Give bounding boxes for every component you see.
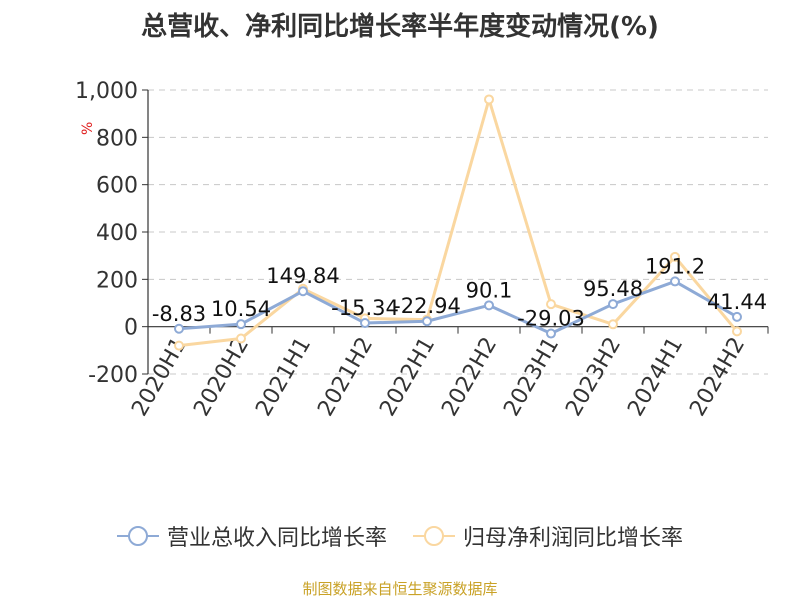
- legend-marker-net-profit: [413, 526, 455, 546]
- x-tick-label: 2021H2: [313, 333, 378, 420]
- x-tick-label: 2023H2: [561, 333, 626, 420]
- point-net-profit[interactable]: [236, 333, 246, 344]
- x-tick-label: 2024H2: [685, 333, 750, 420]
- point-revenue[interactable]: [422, 316, 432, 327]
- x-tick-label: 2022H2: [437, 333, 502, 420]
- legend: 营业总收入同比增长率 归母净利润同比增长率: [0, 520, 800, 552]
- data-label-revenue: 10.54: [211, 297, 271, 321]
- x-tick-label: 2022H1: [375, 333, 440, 420]
- point-net-profit[interactable]: [174, 340, 184, 351]
- source-note: 制图数据来自恒生聚源数据库: [302, 580, 498, 598]
- point-net-profit[interactable]: [484, 94, 494, 105]
- x-tick-label: 2020H2: [189, 333, 254, 420]
- point-revenue[interactable]: [484, 300, 494, 311]
- point-revenue[interactable]: [236, 319, 246, 330]
- y-tick-label: 1,000: [75, 79, 138, 104]
- point-revenue[interactable]: [298, 286, 308, 297]
- y-tick-label: 600: [96, 174, 138, 199]
- data-label-revenue: 95.48: [583, 277, 643, 301]
- legend-label-net-profit: 归母净利润同比增长率: [463, 526, 684, 551]
- point-revenue[interactable]: [546, 328, 556, 339]
- legend-item-net-profit[interactable]: 归母净利润同比增长率: [413, 520, 683, 552]
- data-label-revenue: 41.44: [707, 290, 767, 314]
- point-net-profit[interactable]: [608, 319, 618, 330]
- gridlines: [148, 89, 768, 375]
- point-revenue[interactable]: [174, 323, 184, 334]
- point-revenue[interactable]: [608, 299, 618, 310]
- data-label-revenue: 149.84: [266, 264, 339, 288]
- point-revenue[interactable]: [732, 311, 742, 322]
- data-label-revenue: -15.34: [331, 296, 399, 320]
- data-label-revenue: -29.03: [517, 307, 585, 331]
- x-tick-label: 2024H1: [623, 333, 688, 420]
- data-label-revenue: 90.1: [466, 278, 513, 302]
- legend-item-revenue[interactable]: 营业总收入同比增长率: [116, 520, 387, 552]
- data-label-revenue: -22.94: [393, 294, 461, 318]
- legend-marker-revenue: [116, 526, 159, 546]
- series-line-revenue: [178, 279, 738, 336]
- data-label-revenue: 191.2: [645, 254, 705, 278]
- y-tick-label: 0: [124, 316, 138, 341]
- point-revenue[interactable]: [670, 276, 680, 287]
- y-tick-label: 200: [96, 268, 138, 293]
- point-net-profit[interactable]: [546, 299, 556, 310]
- axes: -20002004006008001,000%2020H12020H22021H…: [75, 79, 769, 421]
- series-line-net-profit: [178, 97, 739, 348]
- point-revenue[interactable]: [360, 318, 370, 329]
- x-tick-label: 2023H1: [499, 333, 564, 420]
- legend-label-revenue: 营业总收入同比增长率: [166, 526, 387, 551]
- series: [174, 94, 742, 351]
- y-tick-label: 400: [96, 221, 138, 246]
- y-axis-unit: %: [80, 122, 96, 135]
- chart-title: 总营收、净利同比增长率半年度变动情况(%): [141, 12, 659, 42]
- x-tick-label: 2021H1: [251, 333, 316, 420]
- y-tick-label: -200: [88, 363, 138, 388]
- point-net-profit[interactable]: [670, 251, 680, 262]
- point-net-profit[interactable]: [732, 326, 742, 337]
- data-label-revenue: -8.83: [152, 302, 206, 326]
- y-tick-label: 800: [96, 126, 138, 151]
